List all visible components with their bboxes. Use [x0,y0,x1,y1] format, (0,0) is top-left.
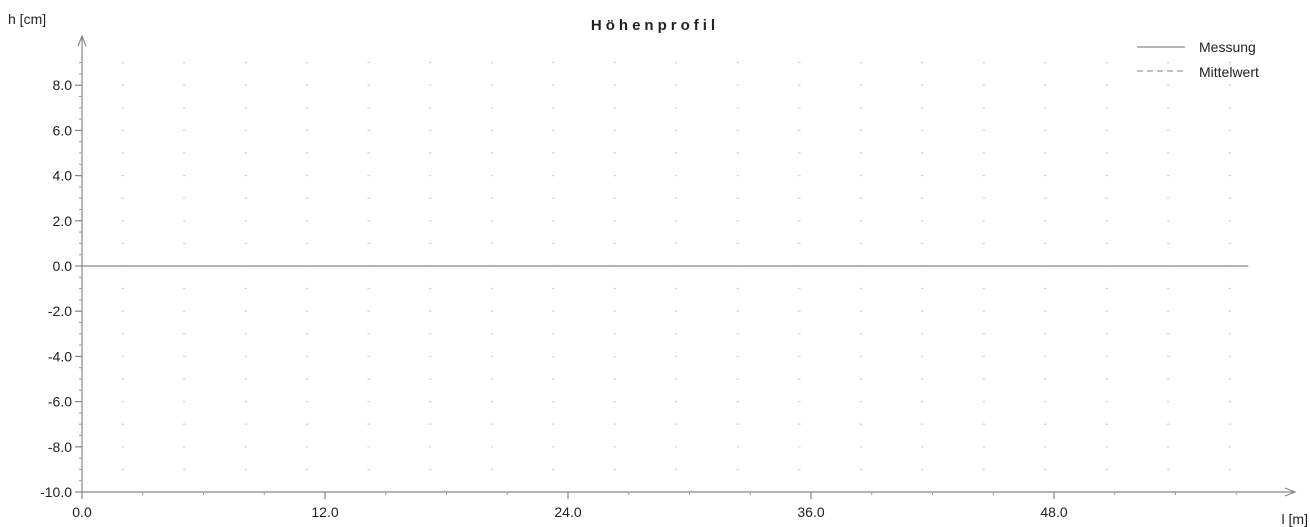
tick-labels: 8.06.04.02.00.0-2.0-4.0-6.0-8.0-10.00.0 1… [40,77,1068,520]
chart-title: Höhenprofil [591,17,719,34]
y-tick-label: 6.0 [53,122,73,138]
y-tick-label: 4.0 [53,168,73,184]
x-tick-label: 36.0 [797,504,824,520]
y-axis-label: h [cm] [8,11,46,27]
x-axis-label: l [m] [1282,511,1308,527]
y-axis-arrow [77,34,87,47]
x-tick-label: 12.0 [311,504,338,520]
legend: Messung Mittelwert [1137,39,1259,80]
x-tick-label: 24.0 [554,504,581,520]
y-tick-label: 8.0 [53,77,73,93]
x-axis-arrow [1284,487,1297,497]
axes [75,34,1297,499]
y-tick-label: -8.0 [48,439,72,455]
y-tick-label: -6.0 [48,394,72,410]
y-tick-label: 0.0 [53,258,73,274]
y-tick-label: 2.0 [53,213,73,229]
legend-label-messung: Messung [1199,39,1256,55]
y-tick-label: -4.0 [48,348,72,364]
x-tick-label: 48.0 [1040,504,1067,520]
x-tick-label: 0.0 [72,504,92,520]
y-tick-label: -2.0 [48,303,72,319]
y-tick-label: -10.0 [40,484,72,500]
legend-label-mittelwert: Mittelwert [1199,64,1259,80]
